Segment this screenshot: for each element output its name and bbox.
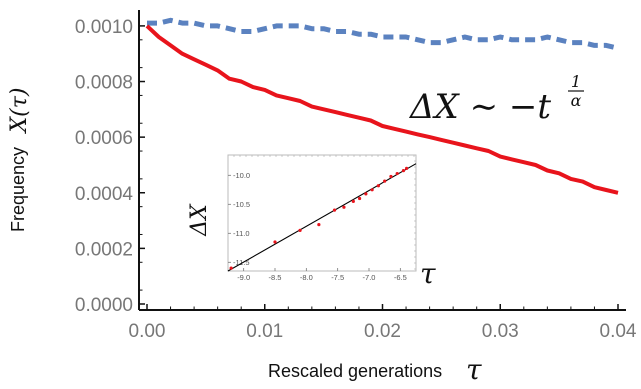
y-tick-label: 0.0010 <box>75 17 133 38</box>
inset-data-point <box>317 223 321 227</box>
inset-data-point <box>383 179 387 183</box>
inset-x-tick-label: -9.0 <box>237 273 250 282</box>
inset-data-point <box>358 196 362 201</box>
x-axis-symbol: τ <box>466 353 482 384</box>
x-tick-label: 0.00 <box>129 321 166 342</box>
x-tick-label: 0.02 <box>364 321 401 342</box>
inset-data-point <box>298 228 302 232</box>
annotation-exponent-numerator: 1 <box>571 72 581 91</box>
inset-data-point <box>376 184 380 188</box>
annotation-main: ΔX ∼ −t <box>408 87 551 127</box>
inset-plot: -9.0 -8.5 -8.0 -7.5 -7.0 -6.5 -10.0 -10.5 -11.0 -… <box>187 154 436 290</box>
inset-data-point <box>229 266 233 270</box>
series-dashed-line <box>147 17 619 51</box>
y-axis-symbol: X(τ) <box>7 88 32 135</box>
x-axis-label: Rescaled generations <box>268 361 442 381</box>
inset-data-point <box>370 188 374 192</box>
inset-y-tick-label: -11.5 <box>233 258 250 267</box>
x-tick-label: 0.03 <box>482 321 519 342</box>
y-tick-label: 0.0008 <box>75 73 133 94</box>
x-tick-label: 0.04 <box>600 321 637 342</box>
y-tick-label: 0.0006 <box>75 128 133 149</box>
inset-series <box>227 163 417 272</box>
inset-y-axis-symbol: ΔX <box>187 203 212 237</box>
inset-frame <box>227 154 417 272</box>
inset-data-point <box>364 192 368 196</box>
inset-data-point <box>273 240 277 244</box>
inset-x-tick-label: -8.5 <box>269 273 282 282</box>
inset-data-point <box>389 174 393 179</box>
inset-ticks: -9.0 -8.5 -8.0 -7.5 -7.0 -6.5 -10.0 -10.5 -11.0 -… <box>228 155 416 282</box>
inset-data-point <box>405 166 409 170</box>
inset-x-tick-label: -8.0 <box>300 273 313 282</box>
inset-x-tick-label: -6.5 <box>394 273 407 282</box>
inset-x-tick-label: -7.0 <box>363 273 376 282</box>
inset-data-point <box>342 205 346 209</box>
x-tick-label: 0.01 <box>246 321 283 342</box>
main-series <box>145 17 619 195</box>
series-solid-line <box>145 24 619 195</box>
y-tick-label: 0.0004 <box>75 184 134 205</box>
inset-x-axis-symbol: τ <box>420 257 436 290</box>
inset-data-point <box>401 169 406 173</box>
inset-data-point <box>332 208 337 212</box>
annotation-exponent-denominator: α <box>571 91 582 110</box>
scaling-annotation: ΔX ∼ −t 1 α <box>408 72 584 127</box>
y-tick-label: 0.0002 <box>75 239 133 260</box>
inset-y-tick-label: -10.5 <box>233 200 250 209</box>
y-axis-label: Frequency <box>8 147 28 232</box>
main-ticks: 0.0000 0.0002 0.0004 0.0006 0.0008 0.0010 0.00… <box>75 17 637 342</box>
inset-y-tick-label: -11.0 <box>233 229 250 238</box>
inset-data-point <box>351 199 355 203</box>
inset-x-tick-label: -7.5 <box>331 273 344 282</box>
inset-data-point <box>395 171 399 176</box>
inset-y-tick-label: -10.0 <box>233 171 250 180</box>
y-tick-label: 0.0000 <box>75 295 133 316</box>
